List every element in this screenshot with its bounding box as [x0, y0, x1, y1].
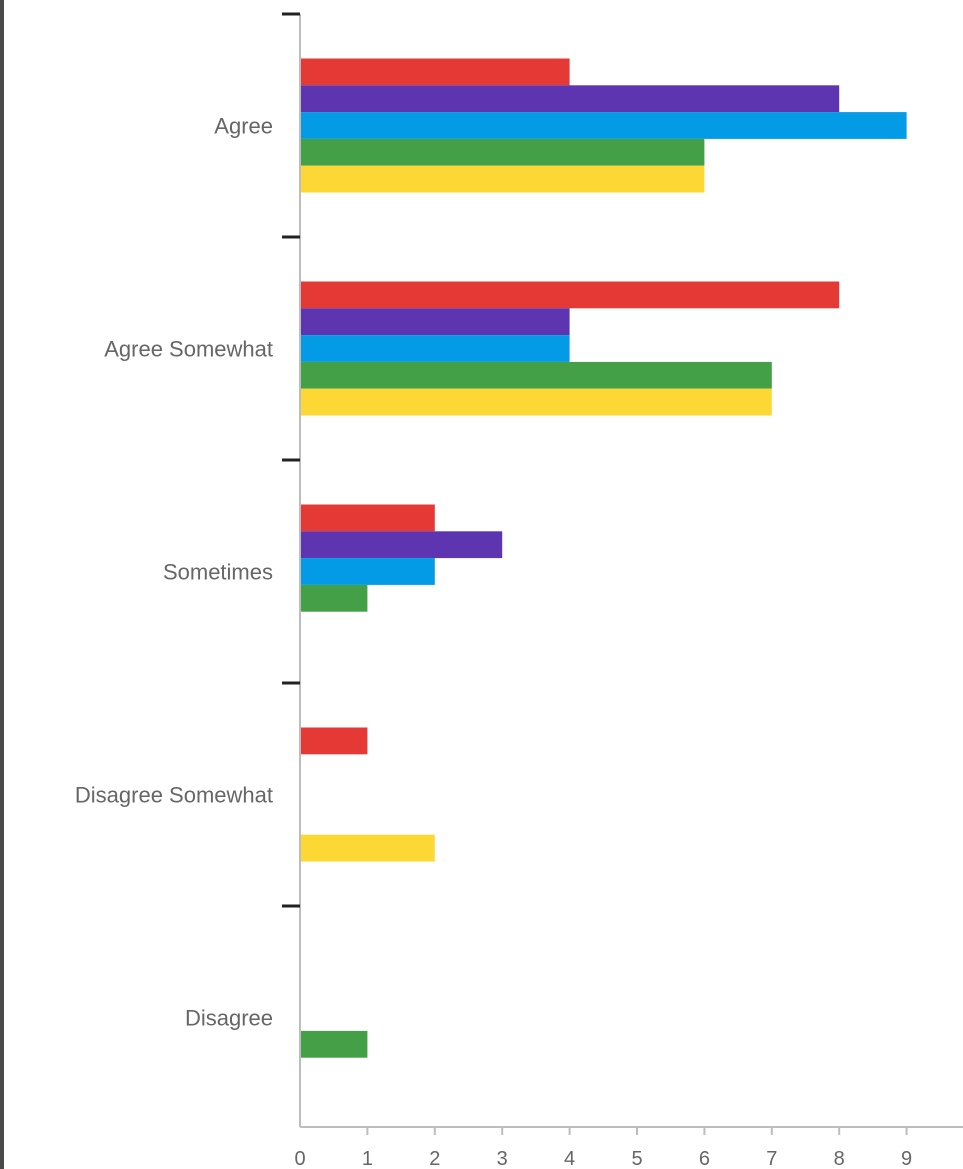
x-tick-label-3: 3: [497, 1148, 508, 1169]
bar-disagree-somewhat-series-1: [300, 727, 368, 755]
window-edge: [0, 0, 4, 1169]
category-label-disagree-somewhat: Disagree Somewhat: [75, 783, 273, 808]
labels-layer: Agree Agree Somewhat Sometimes Disagree Som…: [75, 114, 912, 1169]
x-tick-label-6: 6: [699, 1148, 710, 1169]
bar-agree-series-5: [300, 165, 705, 193]
bar-sometimes-series-2: [300, 531, 503, 559]
bar-disagree-somewhat-series-5: [300, 834, 435, 862]
bar-agree-series-1: [300, 58, 570, 86]
category-label-sometimes: Sometimes: [163, 560, 273, 585]
bar-agree-series-3: [300, 112, 907, 139]
category-label-disagree: Disagree: [185, 1006, 273, 1031]
axes-layer: [299, 14, 963, 1128]
bar-sometimes-series-3: [300, 558, 435, 585]
bar-agree-series-4: [300, 138, 705, 166]
bar-agree-somewhat-series-1: [300, 281, 840, 309]
x-tick-label-8: 8: [834, 1148, 845, 1169]
category-label-agree: Agree: [214, 114, 273, 139]
x-tick-label-2: 2: [429, 1148, 440, 1169]
ticks-layer: [282, 12, 908, 1135]
x-tick-label-4: 4: [564, 1148, 575, 1169]
bar-agree-somewhat-series-2: [300, 308, 570, 336]
x-tick-label-9: 9: [901, 1148, 912, 1169]
bar-agree-somewhat-series-4: [300, 361, 772, 389]
bar-sometimes-series-4: [300, 584, 368, 612]
x-tick-label-5: 5: [631, 1148, 642, 1169]
x-tick-label-0: 0: [294, 1148, 305, 1169]
bar-agree-somewhat-series-5: [300, 388, 772, 416]
bar-disagree-series-4: [300, 1030, 368, 1058]
bar-agree-series-2: [300, 85, 840, 113]
x-tick-label-7: 7: [766, 1148, 777, 1169]
category-label-agree-somewhat: Agree Somewhat: [104, 337, 273, 362]
bar-agree-somewhat-series-3: [300, 335, 570, 362]
bars-layer: [300, 58, 907, 1058]
bar-sometimes-series-1: [300, 504, 435, 532]
x-tick-label-1: 1: [362, 1148, 373, 1169]
